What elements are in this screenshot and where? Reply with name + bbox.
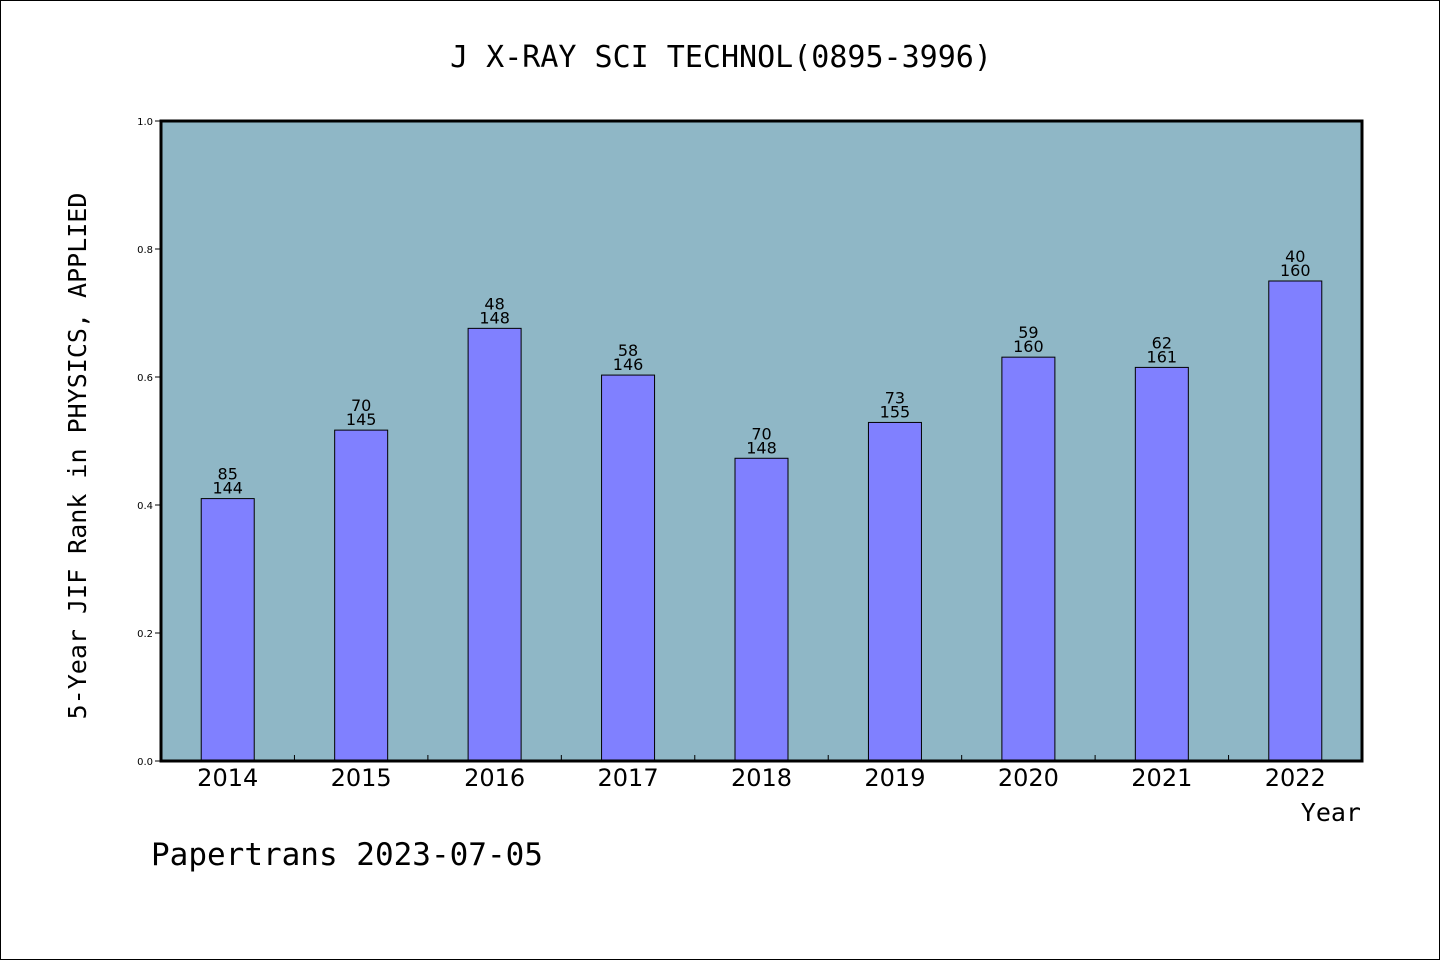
data-label-rank: 73 [885, 388, 905, 407]
data-label-rank: 40 [1285, 247, 1305, 266]
bar [1001, 356, 1056, 762]
y-tick-label: 1.0 [137, 117, 153, 128]
data-label-rank: 58 [618, 341, 638, 360]
bar [601, 374, 656, 762]
bar [734, 457, 789, 762]
y-tick-label: 0.8 [137, 245, 153, 256]
data-label-total: 160 [1013, 337, 1044, 356]
data-label-rank: 48 [484, 294, 504, 313]
bar [867, 421, 922, 762]
data-label-total: 161 [1147, 347, 1178, 366]
bar [467, 327, 522, 762]
x-tick-label: 2015 [331, 764, 392, 792]
data-label-total: 155 [880, 402, 911, 421]
x-tick-label: 2018 [731, 764, 792, 792]
data-label-total: 160 [1280, 261, 1311, 280]
y-tick-label: 0.6 [137, 373, 153, 384]
x-axis-label: Year [1301, 798, 1361, 827]
footer-credit: Papertrans 2023-07-05 [151, 837, 543, 873]
x-tick-label: 2021 [1131, 764, 1192, 792]
bars-layer [200, 280, 1323, 762]
y-axis: 0.0 0.2 0.4 0.6 0.8 1.0 [137, 117, 161, 768]
plot-frame [159, 119, 1364, 763]
bar [1268, 280, 1323, 762]
y-tick-label: 0.2 [137, 629, 153, 640]
data-label-total: 146 [613, 355, 644, 374]
y-tick-label: 0.4 [137, 501, 153, 512]
y-axis-label: 5-Year JIF Rank in PHYSICS, APPLIED [63, 193, 92, 720]
bar [334, 429, 389, 762]
x-axis: 2014 2015 2016 2017 2018 2019 2020 2021 2022 [197, 755, 1326, 792]
data-label-total: 148 [746, 438, 777, 457]
x-tick-label: 2022 [1265, 764, 1326, 792]
chart-title: J X-RAY SCI TECHNOL(0895-3996) [450, 40, 992, 75]
data-label-total: 148 [479, 308, 510, 327]
data-label-rank: 70 [751, 424, 771, 443]
data-label-rank: 70 [351, 396, 371, 415]
y-tick-label: 0.0 [137, 757, 153, 768]
x-tick-label: 2014 [197, 764, 258, 792]
data-label-rank: 85 [218, 465, 238, 484]
bar [1134, 366, 1189, 762]
data-label-rank: 62 [1152, 333, 1172, 352]
data-label-rank: 59 [1018, 323, 1038, 342]
x-tick-label: 2019 [864, 764, 925, 792]
x-tick-label: 2016 [464, 764, 525, 792]
data-label-total: 144 [212, 479, 243, 498]
data-label-total: 145 [346, 410, 377, 429]
x-tick-label: 2017 [598, 764, 659, 792]
bar [200, 498, 255, 762]
x-tick-label: 2020 [998, 764, 1059, 792]
